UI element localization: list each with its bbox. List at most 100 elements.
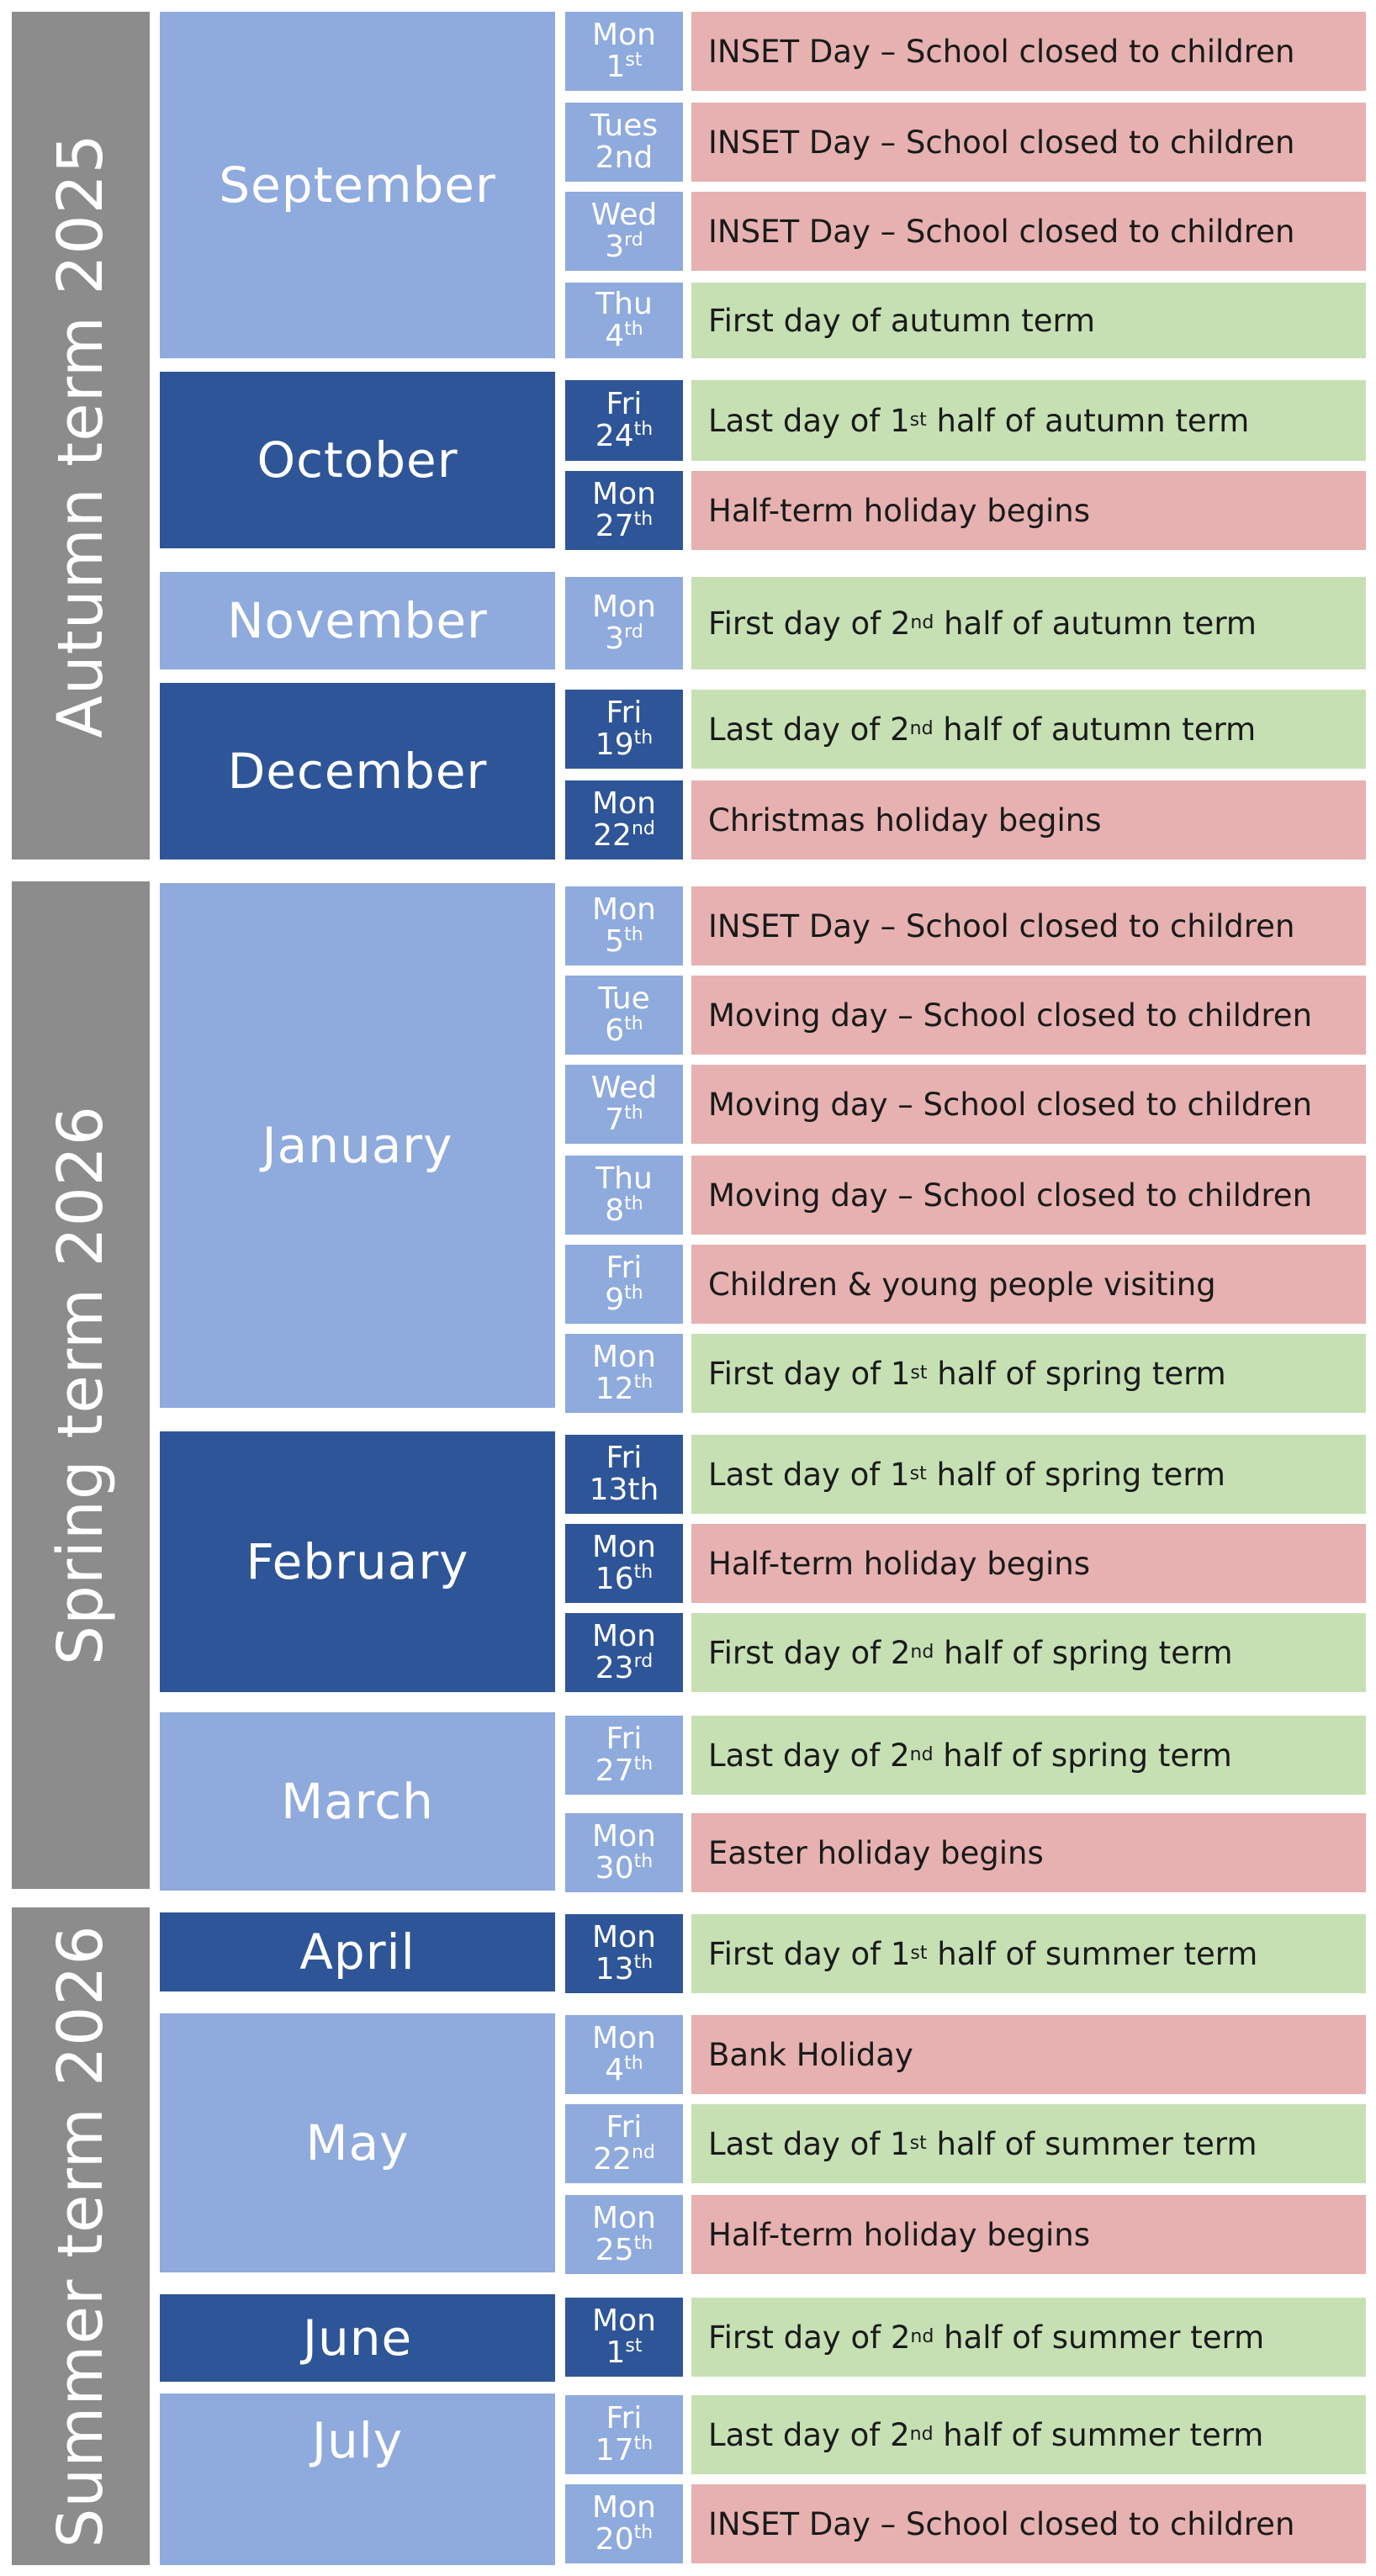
day-number-value: 22 — [593, 818, 632, 853]
day-number: 22nd — [593, 2144, 655, 2176]
day-number-value: 3 — [605, 622, 625, 656]
day-of-week: Wed — [590, 198, 658, 233]
day-of-week: Wed — [590, 1071, 658, 1106]
day-of-week: Fri — [606, 1251, 643, 1286]
event-text: Moving day – School closed to children — [708, 1086, 1313, 1123]
month-april: April — [160, 1912, 555, 1992]
event-text: First day of 1 — [708, 1355, 911, 1392]
event-text-rest: half of spring term — [926, 1456, 1225, 1493]
day-number-value: 12 — [595, 1372, 634, 1406]
day-number-suffix: th — [633, 1851, 654, 1872]
date-cell: Tues 2nd — [565, 103, 683, 182]
day-number-suffix: th — [624, 1103, 643, 1124]
day-number-suffix: th — [624, 319, 643, 340]
event-text: Last day of 1 — [708, 2125, 910, 2162]
day-of-week: Thu — [595, 1161, 653, 1197]
event-text-rest: half of autumn term — [926, 402, 1250, 439]
day-number: 22nd — [593, 820, 655, 852]
event-text: Easter holiday begins — [708, 1834, 1044, 1871]
event-text: Half-term holiday begins — [708, 492, 1090, 529]
event-text: Last day of 1 — [708, 402, 910, 439]
day-number-suffix: th — [633, 2233, 654, 2254]
day-of-week: Mon — [592, 786, 656, 822]
month-name: May — [305, 2114, 410, 2171]
day-number-suffix: th — [624, 924, 643, 945]
event-text: First day of autumn term — [708, 302, 1096, 339]
day-number-suffix: th — [633, 1753, 654, 1775]
day-number-suffix: nd — [631, 818, 655, 839]
event-closed: Bank Holiday — [691, 2015, 1366, 2094]
event-text: INSET Day – School closed to children — [708, 907, 1295, 944]
event-open: First day of autumn term — [691, 283, 1366, 358]
day-of-week: Mon — [592, 892, 656, 928]
month-name: October — [257, 431, 458, 489]
month-name: January — [262, 1117, 453, 1174]
event-closed: Moving day – School closed to children — [691, 976, 1366, 1055]
day-number: 3rd — [605, 231, 643, 263]
day-number-value: 24 — [595, 419, 634, 453]
day-number-suffix: th — [624, 1283, 643, 1304]
term-label: Spring term 2026 — [45, 1105, 117, 1665]
event-text-rest: half of spring term — [927, 1355, 1226, 1392]
date-cell: Wed 7th — [565, 1065, 683, 1144]
day-number-suffix: th — [624, 1193, 643, 1214]
day-number-value: 13 — [595, 1952, 634, 1986]
date-cell: Thu 4th — [565, 283, 683, 358]
month-october: October — [160, 372, 555, 548]
day-number: 13th — [595, 1954, 653, 1986]
month-name: December — [227, 743, 488, 800]
date-cell: Fri 22nd — [565, 2104, 683, 2183]
date-cell: Mon 20th — [565, 2484, 683, 2563]
day-number-value: 5 — [605, 924, 625, 959]
event-text-rest: half of summer term — [934, 2319, 1265, 2356]
event-text: Last day of 2 — [708, 2416, 910, 2453]
day-of-week: Fri — [606, 1441, 643, 1476]
term-autumn-2025: Autumn term 2025 — [12, 12, 150, 860]
day-number-value: 9 — [605, 1283, 625, 1317]
day-number-value: 17 — [595, 2433, 634, 2468]
event-closed: Half-term holiday begins — [691, 2195, 1366, 2274]
event-closed: INSET Day – School closed to children — [691, 103, 1366, 182]
event-closed: Christmas holiday begins — [691, 780, 1366, 860]
day-number-suffix: rd — [624, 622, 643, 643]
day-number-suffix: th — [633, 509, 654, 530]
event-text: First day of 2 — [708, 2319, 911, 2356]
month-january: January — [160, 883, 555, 1408]
day-of-week: Mon — [592, 1340, 656, 1375]
event-text: Moving day – School closed to children — [708, 997, 1313, 1034]
date-cell: Fri 17th — [565, 2395, 683, 2474]
event-closed: Half-term holiday begins — [691, 1524, 1366, 1603]
date-cell: Wed 3rd — [565, 192, 683, 271]
event-text: Last day of 2 — [708, 1737, 910, 1774]
day-of-week: Fri — [606, 2110, 643, 2145]
day-of-week: Tue — [598, 981, 650, 1017]
day-of-week: Fri — [606, 696, 643, 731]
day-of-week: Thu — [595, 287, 653, 322]
term-label: Autumn term 2025 — [45, 133, 117, 738]
day-number: 19th — [595, 729, 653, 761]
event-text-rest: half of autumn term — [934, 605, 1257, 642]
day-of-week: Mon — [592, 2490, 656, 2526]
day-of-week: Mon — [592, 1530, 656, 1565]
event-text-rest: half of summer term — [926, 2125, 1257, 2162]
term-summer-2026: Summer term 2026 — [12, 1907, 150, 2565]
day-number-suffix: st — [625, 50, 643, 71]
day-number-suffix: th — [633, 419, 654, 440]
event-text-rest: half of spring term — [933, 1737, 1232, 1774]
day-number-suffix: rd — [633, 1651, 654, 1672]
day-number: 12th — [595, 1373, 653, 1405]
month-february: February — [160, 1431, 555, 1692]
day-number-suffix: th — [624, 1013, 643, 1034]
month-name: February — [246, 1533, 469, 1590]
event-closed: Moving day – School closed to children — [691, 1065, 1366, 1144]
day-of-week: Tues — [590, 108, 659, 144]
date-cell: Mon 30th — [565, 1813, 683, 1892]
day-number-value: 4 — [605, 2053, 625, 2087]
